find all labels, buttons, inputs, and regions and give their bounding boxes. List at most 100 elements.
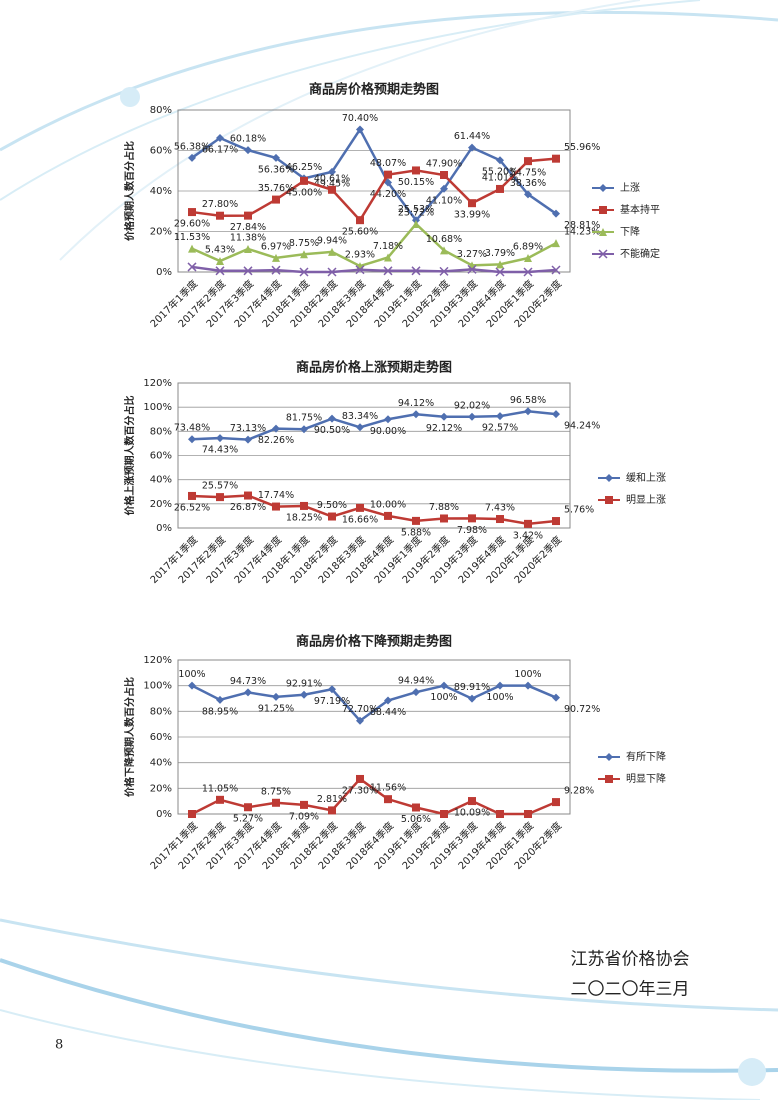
data-label: 94.24% (564, 421, 600, 432)
marker (384, 253, 392, 262)
data-label: 48.07% (370, 158, 406, 169)
marker (299, 267, 309, 277)
data-label: 66.17% (202, 145, 238, 156)
y-tick-label: 60% (150, 146, 172, 157)
series-line (191, 157, 557, 223)
y-tick-label: 60% (150, 732, 172, 743)
data-label: 38.36% (510, 178, 546, 189)
marker (384, 795, 392, 804)
marker (244, 435, 252, 444)
marker (495, 267, 505, 277)
marker (440, 171, 448, 180)
data-label: 100% (514, 669, 541, 680)
legend-label: 上涨 (620, 182, 640, 194)
data-label: 47.90% (426, 159, 462, 170)
y-tick-label: 120% (143, 378, 172, 389)
data-label: 5.43% (205, 245, 235, 256)
data-label: 5.76% (564, 505, 594, 516)
y-tick-label: 20% (150, 227, 172, 238)
marker (356, 716, 364, 725)
data-label: 100% (430, 692, 457, 703)
y-tick-label: 0% (156, 809, 172, 820)
marker (552, 798, 560, 807)
data-label: 92.02% (454, 400, 490, 411)
series-line (191, 126, 557, 223)
data-label: 97.19% (314, 696, 350, 707)
data-label: 28.81% (564, 220, 600, 231)
data-label: 9.28% (564, 786, 594, 797)
data-label: 89.91% (454, 682, 490, 693)
data-label: 70.40% (342, 113, 378, 124)
marker (440, 514, 448, 523)
series-line (191, 410, 557, 441)
marker (356, 423, 364, 432)
marker (300, 690, 308, 699)
data-label: 11.53% (174, 232, 210, 243)
marker (552, 239, 560, 248)
marker (384, 415, 392, 424)
marker (468, 143, 476, 152)
y-axis-label: 价格预期人数百分占比 (123, 141, 136, 241)
data-label: 88.44% (370, 707, 406, 718)
data-label: 7.09% (289, 811, 319, 822)
marker (272, 502, 280, 511)
marker (412, 803, 420, 812)
marker (216, 134, 224, 143)
plot-frame (177, 382, 571, 529)
data-label: 9.94% (317, 235, 347, 246)
data-label: 94.94% (398, 676, 434, 687)
marker (496, 260, 504, 269)
data-label: 7.18% (373, 241, 403, 252)
marker (440, 246, 448, 255)
legend-marker (605, 775, 613, 783)
marker (244, 244, 252, 253)
data-label: 29.60% (174, 219, 210, 230)
data-label: 26.52% (174, 502, 210, 513)
data-label: 35.76% (258, 183, 294, 194)
marker (272, 798, 280, 807)
data-label: 7.43% (485, 503, 515, 514)
page-number: 8 (55, 1038, 63, 1053)
data-label: 45.00% (286, 187, 322, 198)
marker (244, 803, 252, 812)
y-tick-label: 20% (150, 783, 172, 794)
series-line (191, 265, 557, 274)
marker (216, 434, 224, 443)
marker (215, 266, 225, 276)
marker (467, 264, 477, 274)
legend-marker (605, 474, 613, 482)
marker (524, 810, 532, 818)
data-label: 41.10% (426, 195, 462, 206)
y-tick-label: 100% (143, 402, 172, 413)
data-label: 92.91% (286, 678, 322, 689)
data-label: 83.34% (342, 411, 378, 422)
marker (524, 681, 532, 690)
legend-marker (599, 228, 607, 236)
marker (440, 681, 448, 690)
marker (524, 190, 532, 199)
marker (496, 681, 504, 690)
marker (244, 688, 252, 697)
chart-title: 商品房价格上涨预期走势图 (296, 360, 452, 376)
marker (328, 247, 336, 256)
marker (496, 156, 504, 165)
y-tick-label: 0% (156, 523, 172, 534)
x-tick-label: 2020年2季度 (511, 277, 564, 330)
legend-label: 下降 (620, 225, 640, 238)
data-label: 10.00% (370, 499, 406, 510)
marker (552, 410, 560, 419)
data-label: 25.57% (202, 481, 238, 492)
data-label: 90.72% (564, 704, 600, 715)
marker (384, 178, 392, 187)
data-label: 88.95% (202, 706, 238, 717)
y-tick-label: 0% (156, 267, 172, 278)
x-tick-label: 2020年2季度 (511, 819, 564, 872)
marker (412, 516, 420, 525)
marker (411, 266, 421, 276)
data-label: 46.25% (286, 162, 322, 173)
legend-marker (598, 249, 608, 259)
data-label: 23.72% (398, 207, 434, 218)
marker (524, 407, 532, 416)
marker (440, 810, 448, 818)
marker (300, 800, 308, 809)
